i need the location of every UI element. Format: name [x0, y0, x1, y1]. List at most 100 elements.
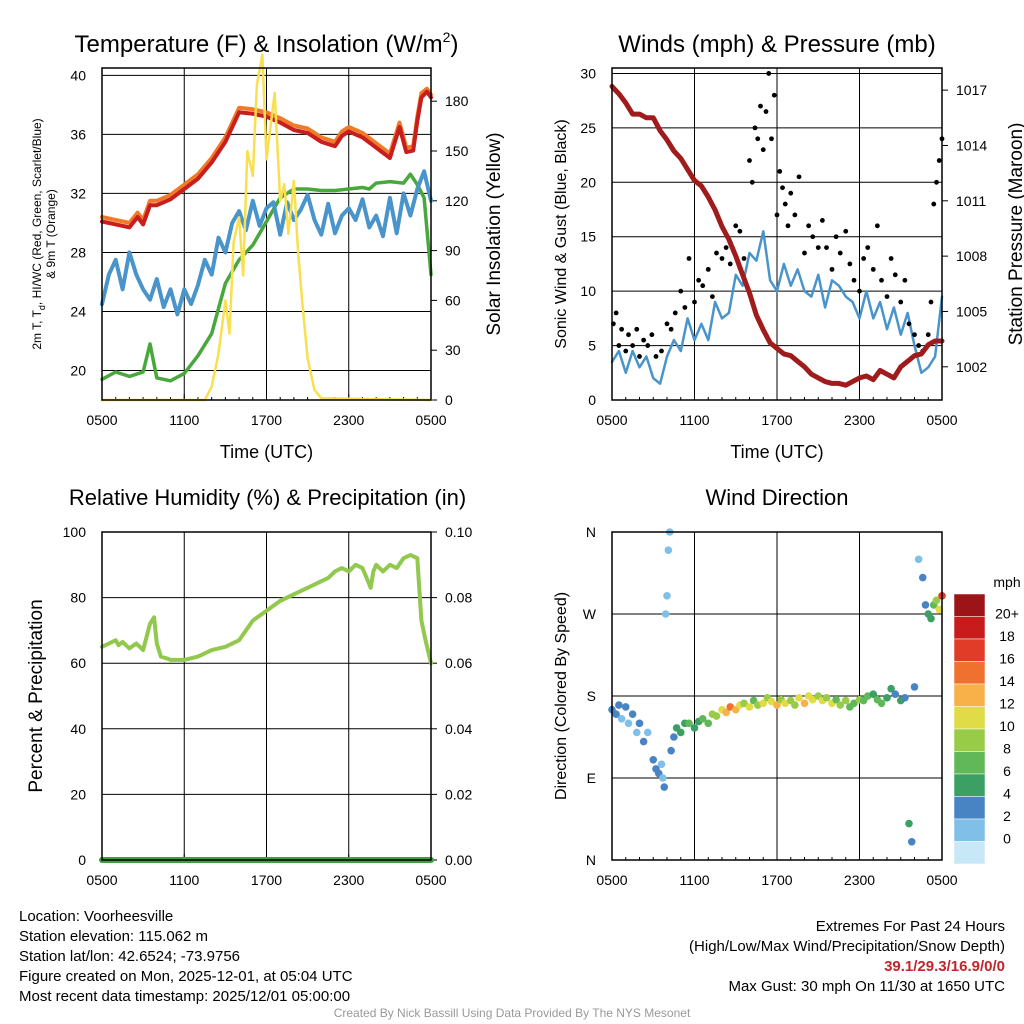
extremes-legend: (High/Low/Max Wind/Precipitation/Snow De… — [689, 938, 1005, 955]
dir-point — [617, 714, 626, 723]
wind-gust-point — [727, 261, 733, 267]
temp-y2tick-label: 60 — [445, 292, 461, 308]
dir-point — [773, 701, 781, 709]
recent-data-text: Most recent data timestamp: 2025/12/01 0… — [19, 988, 351, 1005]
dir-point — [661, 610, 670, 618]
wind-ylabel: Sonic Wind & Gust (Blue, Black) — [553, 119, 570, 348]
wind-ytick-label: 15 — [580, 229, 596, 245]
wind-gust-point — [861, 256, 867, 261]
dir-legend-swatch — [953, 796, 986, 820]
dir-legend-label: 14 — [999, 673, 1015, 689]
wind-gust-point — [851, 277, 857, 283]
wind-title: Winds (mph) & Pressure (mb) — [618, 31, 935, 58]
wind-gust-point — [714, 250, 719, 256]
wind-xtick-label: 1700 — [761, 412, 792, 428]
wind-series-station-pressure — [609, 83, 945, 388]
wind-gust-point — [672, 310, 678, 316]
dir-point — [910, 683, 919, 691]
wind-gust-point — [912, 332, 917, 338]
temp-xtick-label: 0500 — [415, 412, 446, 428]
rh-ytick-label: 100 — [63, 524, 87, 540]
wind-gust-point — [934, 179, 939, 185]
dir-legend-label: 4 — [1003, 786, 1011, 802]
dir-point — [927, 614, 935, 623]
dir-point — [877, 699, 886, 708]
dir-ytick-label: S — [587, 688, 596, 704]
temp-xlabel: Time (UTC) — [220, 442, 313, 462]
wind-gust-point — [719, 256, 725, 261]
dir-point — [887, 684, 895, 693]
extremes-panel: Extremes For Past 24 Hours (High/Low/Max… — [689, 917, 1005, 997]
wind-gust-point — [931, 201, 937, 207]
wind-gust-point — [668, 326, 674, 332]
wind-gust-point — [884, 294, 890, 299]
temp-ytick-label: 20 — [70, 362, 86, 378]
dir-legend-swatch — [953, 638, 986, 662]
wind-gust-point — [870, 266, 876, 272]
dir-point — [649, 755, 658, 764]
wind-gust-point — [898, 299, 904, 305]
rh-ytick-label: 20 — [70, 786, 86, 802]
dir-point — [704, 719, 713, 728]
dir-point — [901, 694, 909, 702]
wind-gust-point — [758, 103, 763, 109]
dir-legend-title: mph — [993, 574, 1020, 590]
wind-gust-point — [634, 326, 640, 332]
wind-gust-point — [837, 250, 843, 256]
wind-gust-point — [682, 305, 688, 310]
dir-point — [698, 714, 707, 723]
dir-point — [643, 728, 652, 737]
rh-y2tick-label: 0.00 — [445, 852, 472, 868]
dir-point — [639, 737, 648, 746]
dir-point — [628, 710, 637, 719]
wind-gust-point — [692, 299, 697, 305]
wind-gust-point — [874, 223, 880, 229]
dir-xtick-label: 0500 — [596, 872, 627, 888]
wind-gust-point — [747, 158, 752, 163]
max-gust-text: Max Gust: 30 mph On 11/30 at 1650 UTC — [728, 978, 1005, 995]
dir-legend-swatch — [953, 728, 986, 752]
temp-y2tick-label: 180 — [445, 93, 469, 109]
dir-point — [657, 760, 666, 769]
dir-point — [791, 701, 799, 709]
temp-series-hi-wc — [100, 169, 433, 317]
dir-legend-swatch — [953, 773, 986, 797]
dir-ylabel: Direction (Colored By Speed) — [553, 592, 570, 800]
temp-xtick-label: 2300 — [333, 412, 364, 428]
dir-point — [676, 728, 685, 737]
dir-point — [841, 696, 850, 705]
location-text: Location: Voorheesville — [19, 908, 174, 925]
wind-gust-point — [788, 190, 794, 196]
wind-gust-point — [709, 294, 715, 299]
temp-title: Temperature (F) & Insolation (W/m2) — [75, 29, 459, 58]
temp-ylabel: 2m T, Td, HI/WC (Red, Green, Scarlet/Blu… — [30, 118, 47, 349]
wind-gust-point — [857, 288, 862, 294]
rh-ylabel: Percent & Precipitation — [26, 599, 47, 792]
rh-xtick-label: 1100 — [169, 872, 199, 888]
wind-gust-point — [653, 354, 659, 359]
temp-y2tick-label: 90 — [445, 243, 461, 259]
wind-gust-point — [785, 223, 791, 229]
wind-xtick-label: 0500 — [926, 412, 957, 428]
wind-ytick-label: 25 — [580, 120, 596, 136]
wind-y2tick-label: 1014 — [956, 137, 987, 153]
dir-point — [918, 573, 927, 582]
wind-gust-point — [700, 283, 706, 289]
wind-gust-point — [645, 343, 651, 348]
dir-point — [883, 694, 891, 702]
wind-gust-point — [796, 174, 802, 180]
dir-xtick-label: 1100 — [679, 872, 709, 888]
dir-point — [663, 591, 671, 600]
dir-point — [635, 719, 644, 728]
dir-point — [664, 546, 673, 555]
wind-gust-point — [925, 332, 931, 338]
wind-gust-point — [865, 245, 871, 251]
wind-gust-point — [780, 185, 785, 191]
wind-gust-point — [833, 234, 839, 240]
dir-point — [869, 690, 878, 698]
rh-y2tick-label: 0.10 — [445, 524, 472, 540]
wind-y2tick-label: 1005 — [956, 303, 987, 319]
wind-gust-point — [616, 343, 622, 348]
wind-y2tick-label: 1011 — [956, 193, 986, 209]
